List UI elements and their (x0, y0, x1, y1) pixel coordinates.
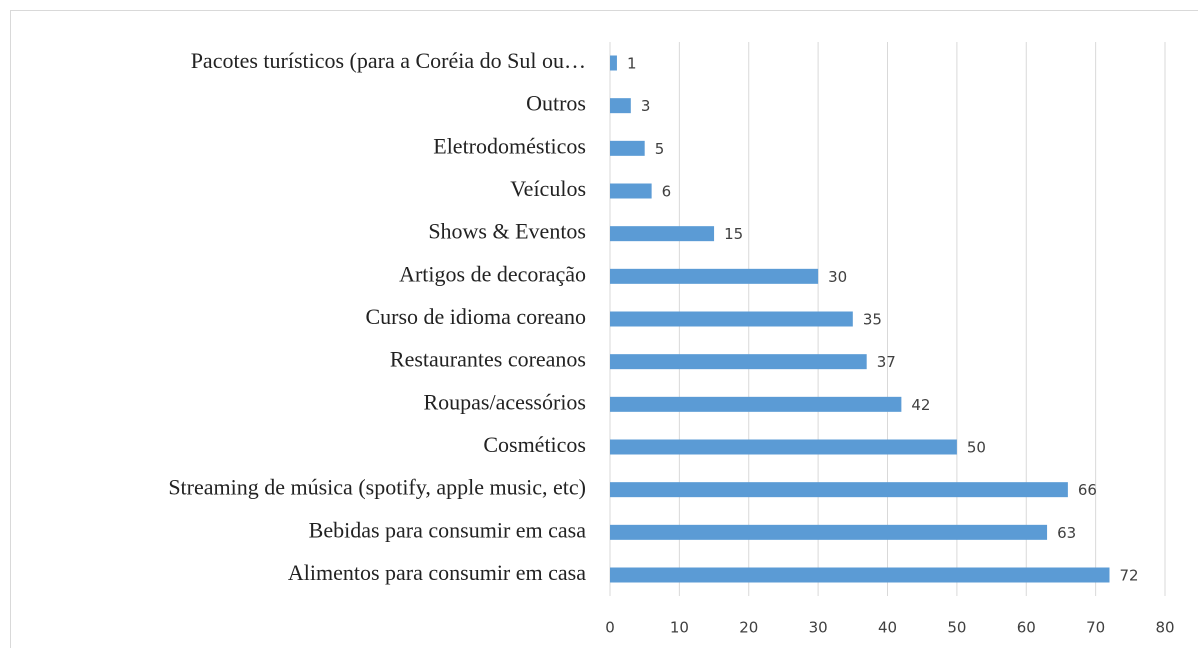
category-label: Cosméticos (483, 432, 586, 457)
bar (610, 98, 631, 114)
data-label: 37 (877, 353, 896, 371)
data-label: 50 (967, 439, 986, 457)
bar (610, 439, 957, 455)
category-label: Veículos (510, 176, 586, 201)
bar (610, 268, 819, 284)
x-tick-label: 20 (739, 619, 758, 637)
data-label: 3 (641, 97, 651, 115)
category-label: Shows & Eventos (428, 219, 586, 244)
data-label: 66 (1078, 481, 1097, 499)
x-tick-label: 10 (670, 619, 689, 637)
x-tick-label: 0 (605, 619, 615, 637)
x-tick-label: 60 (1017, 619, 1036, 637)
x-tick-label: 50 (947, 619, 966, 637)
data-label: 6 (662, 183, 672, 201)
category-label: Streaming de música (spotify, apple musi… (168, 475, 586, 500)
bar (610, 183, 652, 199)
bar (610, 482, 1068, 498)
category-label: Roupas/acessórios (423, 389, 586, 414)
data-label: 5 (655, 140, 665, 158)
bar (610, 354, 867, 370)
category-label: Bebidas para consumir em casa (309, 517, 587, 542)
data-label: 15 (724, 225, 743, 243)
data-label: 72 (1120, 567, 1139, 585)
bar (610, 311, 853, 327)
bar (610, 396, 902, 412)
chart-frame (10, 10, 1198, 648)
bar (610, 55, 617, 71)
bar (610, 524, 1048, 540)
x-tick-label: 80 (1155, 619, 1174, 637)
data-label: 63 (1057, 524, 1076, 542)
x-tick-label: 40 (878, 619, 897, 637)
x-tick-label: 30 (809, 619, 828, 637)
x-tick-label: 70 (1086, 619, 1105, 637)
bar (610, 567, 1110, 583)
category-label: Pacotes turísticos (para a Coréia do Sul… (191, 48, 586, 73)
data-label: 30 (828, 268, 847, 286)
category-label: Restaurantes coreanos (390, 347, 586, 372)
category-label: Curso de idioma coreano (365, 304, 586, 329)
category-label: Outros (526, 91, 586, 116)
bar (610, 140, 645, 156)
data-label: 35 (863, 311, 882, 329)
category-label: Artigos de decoração (399, 261, 586, 286)
data-label: 42 (911, 396, 930, 414)
bar (610, 226, 715, 242)
data-label: 1 (627, 55, 637, 73)
category-label: Alimentos para consumir em casa (288, 560, 586, 585)
category-label: Eletrodomésticos (433, 133, 586, 158)
